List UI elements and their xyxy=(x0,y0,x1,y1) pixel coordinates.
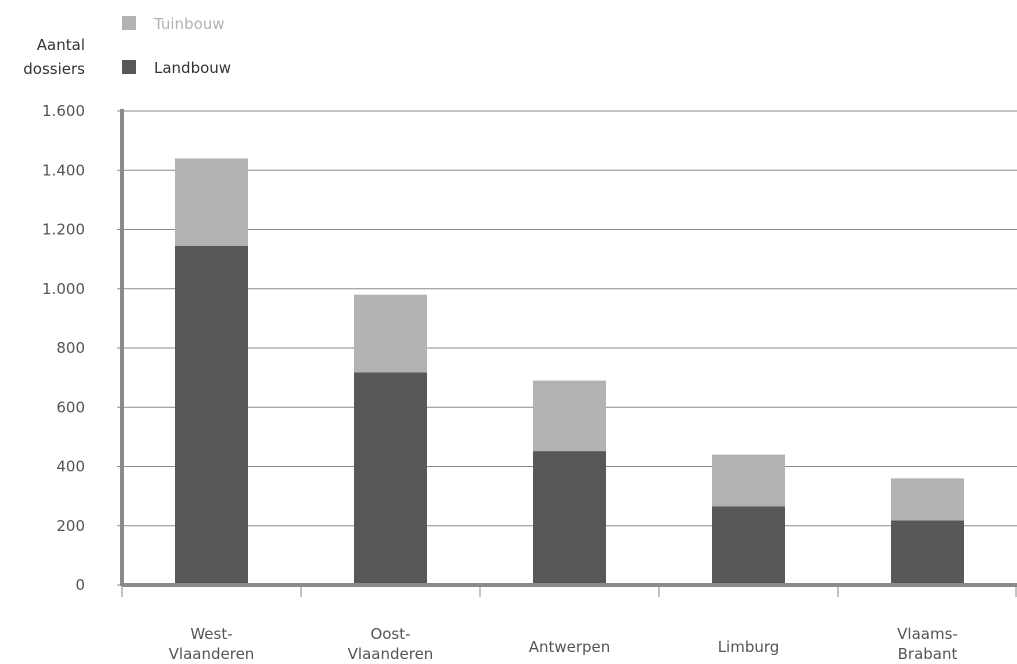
bar-landbouw xyxy=(712,506,785,585)
y-tick-label: 1.600 xyxy=(42,102,85,120)
x-category-label: Oost- Vlaanderen xyxy=(348,625,434,663)
y-tick-label: 1.200 xyxy=(42,221,85,239)
bar-tuinbouw xyxy=(533,380,606,452)
y-tick-label: 0 xyxy=(75,576,85,594)
x-category-label: Vlaams- Brabant xyxy=(897,625,958,663)
y-axis-label-line: Aantal xyxy=(37,36,85,54)
x-category-label-line: West- xyxy=(190,625,232,643)
x-category-label: Antwerpen xyxy=(529,638,611,656)
legend-swatch-landbouw xyxy=(122,60,136,74)
x-category-label-line: Antwerpen xyxy=(529,638,611,656)
x-category-label: West- Vlaanderen xyxy=(169,625,255,663)
bar-landbouw xyxy=(533,451,606,585)
y-tick-label: 1.000 xyxy=(42,280,85,298)
legend: Tuinbouw Landbouw xyxy=(122,15,231,77)
x-category-label-line: Oost- xyxy=(370,625,410,643)
y-axis-label-line: dossiers xyxy=(23,60,85,78)
y-tick-label: 800 xyxy=(56,339,85,357)
x-category-label-line: Vlaanderen xyxy=(169,645,255,663)
bar-landbouw xyxy=(891,520,964,585)
bar-landbouw xyxy=(354,372,427,585)
x-category-label-line: Limburg xyxy=(718,638,780,656)
x-category-label-line: Vlaanderen xyxy=(348,645,434,663)
bar-tuinbouw xyxy=(354,294,427,373)
y-axis-label: Aantal dossiers xyxy=(23,36,85,78)
x-category-labels: West- Vlaanderen Oost- Vlaanderen Antwerpen L… xyxy=(169,625,958,663)
x-category-label: Limburg xyxy=(718,638,780,656)
axes xyxy=(120,109,1017,597)
y-tick-label: 400 xyxy=(56,458,85,476)
legend-label-landbouw: Landbouw xyxy=(154,59,231,77)
bar-tuinbouw xyxy=(175,158,248,246)
bar-landbouw xyxy=(175,245,248,585)
bar-tuinbouw xyxy=(891,478,964,521)
bar-tuinbouw xyxy=(712,454,785,507)
y-tick-labels: 0 200 400 600 800 1.000 1.200 1.400 1.600 xyxy=(42,102,85,594)
y-tick-label: 600 xyxy=(56,398,85,416)
bars xyxy=(175,158,964,585)
y-tick-label: 200 xyxy=(56,517,85,535)
legend-swatch-tuinbouw xyxy=(122,16,136,30)
x-category-label-line: Brabant xyxy=(898,645,958,663)
x-category-label-line: Vlaams- xyxy=(897,625,958,643)
legend-label-tuinbouw: Tuinbouw xyxy=(153,15,225,33)
y-tick-label: 1.400 xyxy=(42,161,85,179)
